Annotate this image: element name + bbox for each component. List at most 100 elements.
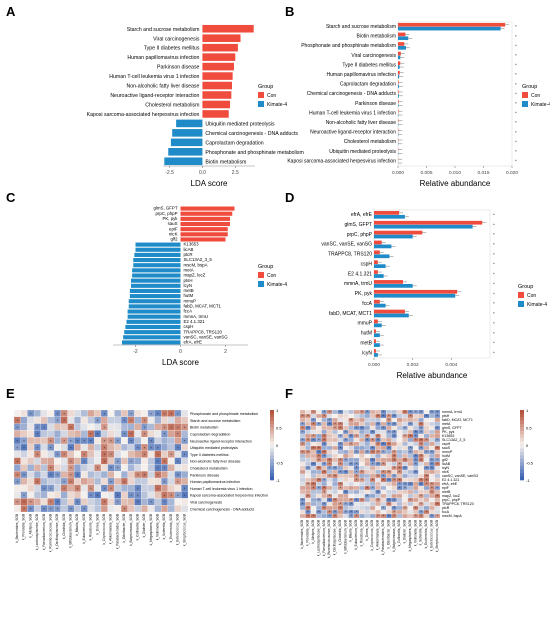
heatmap-cell bbox=[408, 462, 413, 466]
heatmap-legend-gradient bbox=[270, 459, 274, 463]
x-tick-label: -2 bbox=[133, 349, 138, 355]
heatmap-cell bbox=[148, 458, 155, 465]
gC-legend-label: Con bbox=[267, 273, 276, 279]
lda-bar bbox=[136, 248, 181, 252]
heatmap-cell bbox=[305, 442, 310, 446]
heatmap-cell bbox=[121, 485, 128, 492]
heatmap-cell bbox=[41, 437, 48, 444]
abundance-bar bbox=[374, 270, 378, 274]
heatmap-column-label: k_Prevotella_SGB bbox=[306, 520, 310, 546]
heatmap-cell bbox=[121, 424, 128, 431]
plot-area bbox=[398, 22, 512, 166]
heatmap-cell bbox=[141, 437, 148, 444]
gB-legend-label: Con bbox=[531, 93, 540, 99]
heatmap-cell bbox=[359, 438, 364, 442]
heatmap-cell bbox=[397, 494, 402, 498]
heatmap-cell bbox=[370, 466, 375, 470]
gD-legend-label: Con bbox=[527, 293, 536, 299]
lda-bar bbox=[132, 268, 180, 272]
heatmap-legend-gradient bbox=[270, 452, 274, 456]
heatmap-cell bbox=[402, 446, 407, 450]
heatmap-cell bbox=[343, 494, 348, 498]
heatmap-cell bbox=[343, 414, 348, 418]
heatmap-cell bbox=[348, 410, 353, 414]
heatmap-row-label: Biotin metabolism bbox=[190, 426, 218, 430]
significance-mark: * bbox=[515, 82, 517, 87]
heatmap-cell bbox=[94, 451, 101, 458]
heatmap-cell bbox=[386, 490, 391, 494]
x-tick-label: 0.005 bbox=[420, 170, 432, 176]
heatmap-cell bbox=[370, 470, 375, 474]
category-label: fabD, MCAT, MCT1 bbox=[329, 311, 372, 317]
lda-bar bbox=[128, 309, 181, 313]
category-label: Ubiquitin mediated proteolysis bbox=[329, 149, 396, 155]
lda-bar bbox=[129, 299, 181, 303]
heatmap-cell bbox=[381, 482, 386, 486]
heatmap-cell bbox=[94, 505, 101, 512]
heatmap-cell bbox=[128, 464, 135, 471]
heatmap-cell bbox=[359, 450, 364, 454]
abundance-bar bbox=[374, 323, 382, 327]
heatmap-cell bbox=[88, 451, 95, 458]
heatmap-cell bbox=[343, 446, 348, 450]
abundance-bar bbox=[374, 215, 405, 219]
heatmap-column-label: k_Megasphaera_SGB bbox=[408, 520, 412, 551]
heatmap-cell bbox=[365, 458, 370, 462]
heatmap-cell bbox=[365, 502, 370, 506]
heatmap-cell bbox=[141, 485, 148, 492]
lda-bar bbox=[136, 243, 181, 247]
heatmap-cell bbox=[305, 454, 310, 458]
heatmap-cell bbox=[424, 490, 429, 494]
heatmap-cell bbox=[332, 430, 337, 434]
heatmap-legend-gradient bbox=[520, 431, 524, 435]
heatmap-legend-gradient bbox=[520, 417, 524, 421]
heatmap-legend-gradient bbox=[520, 442, 524, 446]
heatmap-cell bbox=[338, 414, 343, 418]
category-label: Starch and sucrose metabolism bbox=[127, 27, 200, 33]
heatmap-cell bbox=[27, 485, 34, 492]
heatmap-column-label: k_Collinsella_SGB bbox=[135, 514, 139, 540]
heatmap-cell bbox=[386, 458, 391, 462]
category-label: Type II diabetes mellitus bbox=[144, 46, 200, 52]
heatmap-cell bbox=[343, 462, 348, 466]
heatmap-cell bbox=[316, 430, 321, 434]
heatmap-row-label: Kaposi sarcoma-associated herpesvirus in… bbox=[190, 494, 268, 498]
heatmap-column-label: k_Clostridia_SGB bbox=[62, 514, 66, 539]
heatmap-legend-gradient bbox=[520, 410, 524, 414]
heatmap-cell bbox=[134, 417, 141, 424]
category-label: Non-alcoholic fatty liver disease bbox=[326, 120, 397, 126]
heatmap-cell bbox=[316, 490, 321, 494]
heatmap-column-label: k_Blautia_SGB bbox=[75, 514, 79, 536]
lda-bar bbox=[124, 330, 180, 334]
heatmap-cell bbox=[47, 478, 54, 485]
lda-bar bbox=[133, 258, 180, 262]
significance-mark: * bbox=[515, 159, 517, 164]
heatmap-cell bbox=[121, 458, 128, 465]
heatmap-column-label: k_Sutterella_SGB bbox=[419, 520, 423, 545]
heatmap-cell bbox=[354, 490, 359, 494]
heatmap-cell bbox=[348, 490, 353, 494]
heatmap-column-label: k_Veillonella_SGB bbox=[413, 520, 417, 546]
heatmap-cell bbox=[397, 434, 402, 438]
heatmap-cell bbox=[94, 498, 101, 505]
heatmap-cell bbox=[81, 471, 88, 478]
lda-bar bbox=[168, 148, 202, 156]
category-label: Caprolactam degradation bbox=[340, 82, 396, 88]
heatmap-cell bbox=[311, 454, 316, 458]
lda-bar bbox=[128, 315, 181, 319]
heatmap-cell bbox=[365, 498, 370, 502]
abundance-bar bbox=[374, 294, 455, 298]
heatmap-cell bbox=[413, 494, 418, 498]
heatmap-cell bbox=[332, 502, 337, 506]
heatmap-legend-gradient bbox=[270, 428, 274, 432]
heatmap-column-label: k_Butyricimonas_SGB bbox=[129, 514, 133, 546]
heatmap-cell bbox=[370, 510, 375, 514]
heatmap-cell bbox=[47, 417, 54, 424]
lda-bar bbox=[133, 263, 180, 267]
heatmap-cell bbox=[375, 478, 380, 482]
abundance-bar bbox=[374, 339, 376, 343]
heatmap-cell bbox=[343, 474, 348, 478]
heatmap-column-label: k_Dialister_SGB bbox=[142, 514, 146, 537]
lda-bar bbox=[202, 34, 240, 42]
heatmap-cell bbox=[41, 417, 48, 424]
